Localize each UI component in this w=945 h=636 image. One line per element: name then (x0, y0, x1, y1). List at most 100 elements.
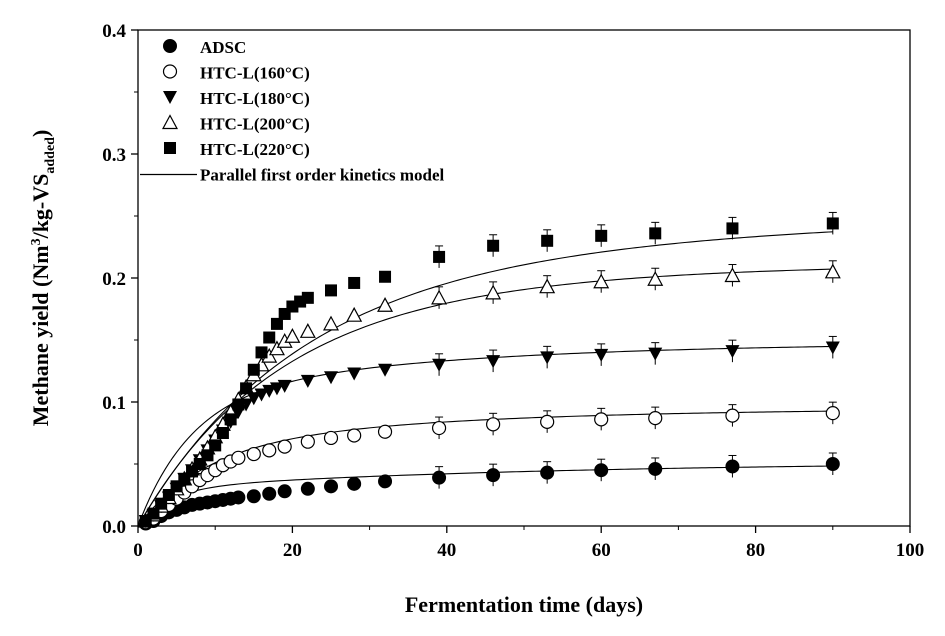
y-tick-label: 0.4 (102, 21, 126, 42)
data-point (299, 323, 316, 338)
data-point (648, 347, 663, 361)
x-tick-label: 40 (437, 540, 456, 561)
data-point (277, 379, 292, 393)
y-tick-label: 0.3 (102, 145, 126, 166)
data-point (824, 263, 841, 279)
data-point (147, 507, 160, 520)
data-point (485, 284, 502, 300)
y-axis: 0.0 0.1 0.2 0.3 0.4 (102, 21, 138, 538)
data-point (347, 428, 362, 443)
data-point (262, 486, 277, 501)
data-point (247, 363, 260, 376)
data-point (255, 346, 268, 359)
data-point (263, 331, 276, 344)
data-point (224, 413, 237, 426)
data-point (379, 270, 392, 283)
legend-marker (163, 39, 177, 53)
legend-label: HTC-L(220°C) (200, 140, 310, 159)
model-curve (137, 231, 833, 527)
data-point (825, 457, 840, 471)
data-point (431, 289, 448, 305)
y-tick-label: 0.0 (102, 517, 126, 538)
data-point (432, 470, 447, 485)
data-point (539, 278, 556, 294)
data-point (262, 443, 277, 458)
data-point (347, 367, 362, 381)
legend-label: ADSC (200, 38, 246, 57)
data-point (431, 420, 447, 436)
model-curve (137, 465, 833, 527)
data-point (209, 439, 222, 452)
data-point (268, 340, 285, 356)
data-point (348, 276, 361, 289)
data-point (378, 474, 393, 489)
data-point (825, 406, 840, 421)
data-point (323, 430, 339, 446)
x-axis-title: Fermentation time (days) (405, 592, 643, 617)
data-point (486, 355, 501, 369)
y-tick-label: 0.2 (102, 269, 126, 290)
data-point (231, 450, 246, 465)
data-point (201, 449, 214, 462)
data-point (377, 424, 393, 439)
data-point (254, 388, 269, 402)
data-point (270, 317, 283, 330)
data-point (649, 227, 662, 240)
data-markers (137, 211, 841, 531)
legend-label: Parallel first order kinetics model (200, 166, 445, 185)
data-point (486, 417, 501, 432)
data-point (325, 284, 337, 297)
data-point (322, 315, 340, 331)
legend-label: HTC-L(160°C) (200, 64, 310, 83)
legend: ADSC HTC-L(160°C) HTC-L(180°C) HTC-L(200°C)… (140, 38, 445, 185)
data-point (216, 427, 229, 439)
data-point (647, 270, 664, 286)
legend-marker (161, 114, 179, 130)
data-point (378, 363, 393, 377)
data-point (246, 489, 261, 504)
legend-marker (164, 142, 176, 154)
data-point (300, 374, 315, 388)
data-point (593, 273, 610, 289)
y-tick-label: 0.1 (102, 393, 126, 414)
data-point (594, 348, 609, 362)
data-point (377, 297, 394, 312)
legend-label: HTC-L(200°C) (200, 115, 310, 134)
x-tick-label: 0 (133, 540, 143, 561)
data-point (648, 461, 663, 476)
data-point (648, 411, 663, 426)
data-point (487, 239, 500, 252)
data-point (277, 439, 292, 454)
data-point (826, 217, 839, 230)
data-point (825, 341, 840, 355)
data-point (540, 465, 555, 480)
data-point (540, 351, 555, 365)
legend-marker (163, 91, 177, 104)
data-point (486, 468, 501, 483)
data-point (346, 306, 363, 322)
data-point (246, 392, 261, 406)
data-point (595, 229, 608, 242)
x-tick-label: 20 (283, 540, 302, 561)
data-point (324, 479, 338, 494)
data-point (300, 434, 315, 449)
data-point (725, 345, 740, 359)
data-point (594, 463, 609, 478)
model-curves (137, 231, 833, 527)
data-point (300, 481, 315, 496)
data-point (262, 384, 277, 398)
data-point (347, 476, 362, 491)
x-tick-label: 60 (592, 540, 611, 561)
data-point (324, 371, 338, 385)
data-point (231, 490, 246, 505)
x-axis: 0 20 40 60 80 100 (133, 526, 924, 561)
data-point (726, 222, 739, 235)
data-point (284, 328, 301, 343)
data-point (433, 250, 446, 263)
legend-marker (162, 64, 178, 79)
data-point (725, 408, 740, 423)
data-point (246, 446, 261, 462)
data-point (432, 358, 447, 372)
data-point (724, 267, 741, 283)
